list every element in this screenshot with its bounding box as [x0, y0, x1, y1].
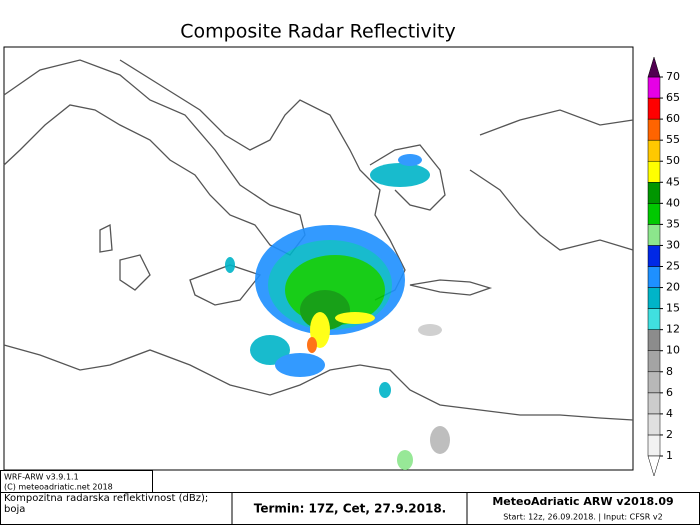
colorbar-label: 2 — [666, 428, 673, 441]
field: Kompozitna radarska reflektivnost (dBz);… — [4, 493, 209, 515]
model: WRF-ARW v3.9.1.1 — [4, 473, 79, 482]
colorbar-label: 10 — [666, 344, 680, 357]
colorbar-label: 50 — [666, 154, 680, 167]
colorbar-segment — [647, 139, 661, 162]
colorbar-segment — [647, 329, 661, 351]
colorbar-label: 55 — [666, 133, 680, 146]
radar-echoes — [225, 154, 450, 470]
colorbar-label: 25 — [666, 260, 680, 273]
footer: WRF-ARW v3.9.1.1 (C) meteoadriatic.net 2… — [0, 470, 700, 525]
colorbar-segment — [647, 97, 661, 120]
colorbar-over — [647, 56, 661, 78]
colorbar-label: 12 — [666, 323, 680, 336]
colorbar-segment — [647, 245, 661, 267]
colorbar-label: 35 — [666, 217, 680, 230]
colorbar-segment — [647, 308, 661, 330]
copyright: (C) meteoadriatic.net 2018 — [4, 483, 113, 492]
colorbar-under — [647, 455, 661, 477]
colorbar-label: 6 — [666, 386, 673, 399]
colorbar-segment — [647, 76, 661, 99]
colorbar-label: 65 — [666, 91, 680, 104]
colorbar-label: 30 — [666, 238, 680, 251]
product: MeteoAdriatic ARW v2018.09 — [492, 495, 673, 508]
colorbar-label: 70 — [666, 70, 680, 83]
colorbar-segment — [647, 371, 661, 394]
valid-time: Termin: 17Z, Cet, 27.9.2018. — [254, 502, 446, 516]
colorbar-segment — [647, 266, 661, 288]
colorbar-label: 8 — [666, 365, 673, 378]
colorbar-label: 60 — [666, 112, 680, 125]
run-info: Start: 12z, 26.09.2018. | Input: CFSR v2 — [503, 513, 662, 522]
colorbar-label: 1 — [666, 449, 673, 462]
colorbar-label: 40 — [666, 196, 680, 209]
colorbar-segment — [647, 392, 661, 415]
colorbar-segment — [647, 118, 661, 141]
colorbar-segment — [647, 203, 661, 225]
colorbar-segment — [647, 224, 661, 246]
colorbar-segment — [647, 287, 661, 309]
title: Composite Radar Reflectivity — [180, 21, 456, 43]
colorbar-label: 45 — [666, 175, 680, 188]
colorbar-segment — [647, 434, 661, 457]
colorbar-label: 15 — [666, 302, 680, 315]
colorbar-segment — [647, 413, 661, 436]
colorbar-label: 4 — [666, 407, 673, 420]
colorbar-segment — [647, 350, 661, 373]
colorbar-segment — [647, 182, 661, 204]
colorbar-label: 20 — [666, 281, 680, 294]
colorbar-segment — [647, 160, 661, 183]
